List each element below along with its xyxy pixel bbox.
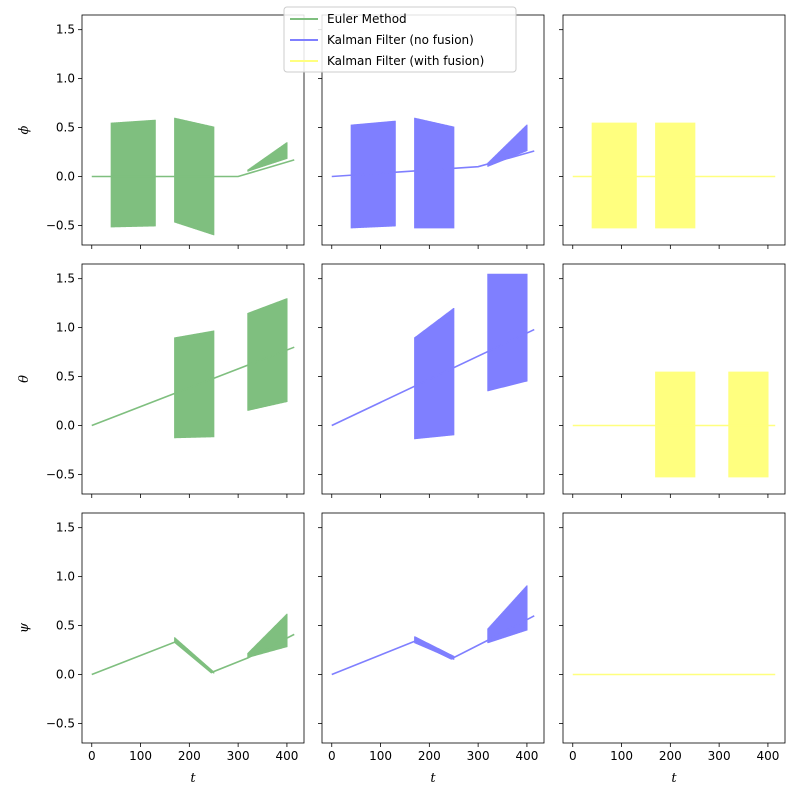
oscillation-band-2 <box>487 585 528 644</box>
oscillation-band-1 <box>174 637 215 674</box>
panel-psi-1: 0 100 200 300 400 −0.5 0.0 0.5 1.0 1.5 t ψ <box>17 512 305 786</box>
y-tick-label: 0.0 <box>56 667 75 681</box>
y-tick-label: 0.0 <box>56 418 75 432</box>
x-tick-label: 200 <box>178 749 201 763</box>
series-line <box>331 615 535 676</box>
series-line <box>91 346 295 427</box>
x-tick-label: 0 <box>328 749 336 763</box>
oscillation-band-2 <box>728 371 769 478</box>
panel-psi-3: 0 100 200 300 400 t <box>559 512 786 786</box>
y-tick-label: 1.0 <box>56 570 75 584</box>
y-tick-label: 0.5 <box>56 619 75 633</box>
axes-frame <box>321 263 545 495</box>
x-tick-label: 400 <box>275 749 298 763</box>
y-axis-label: ϕ <box>17 125 32 134</box>
panel-phi-3 <box>559 14 786 249</box>
oscillation-band-1 <box>414 636 455 660</box>
plot-area <box>91 613 295 676</box>
axes-frame <box>81 512 305 744</box>
oscillation-band-1 <box>174 330 215 439</box>
oscillation-band-1 <box>414 308 455 440</box>
legend: Euler Method Kalman Filter (no fusion) Kal… <box>283 6 517 73</box>
x-axis-label: t <box>190 771 196 786</box>
plot-area <box>331 273 535 440</box>
panel-psi-2: 0 100 200 300 400 t <box>318 512 545 786</box>
x-tick-label: 300 <box>708 749 731 763</box>
legend-entry: Euler Method <box>327 12 407 26</box>
x-tick-label: 100 <box>129 749 152 763</box>
y-tick-label: −0.5 <box>46 467 75 481</box>
panel-theta-2 <box>318 263 545 498</box>
y-tick-label: 0.5 <box>56 370 75 384</box>
axes-frame <box>562 512 786 744</box>
oscillation-band-1 <box>350 120 396 229</box>
panel-theta-3 <box>559 263 786 498</box>
plot-area <box>91 298 295 439</box>
plot-area <box>572 371 776 478</box>
axes-frame <box>562 14 786 246</box>
oscillation-band-2 <box>487 273 528 392</box>
oscillation-band-3 <box>247 142 288 172</box>
axes-frame <box>81 14 305 246</box>
y-tick-label: −0.5 <box>46 716 75 730</box>
series-line <box>91 159 295 178</box>
y-tick-label: −0.5 <box>46 218 75 232</box>
oscillation-band-1 <box>655 371 696 478</box>
x-tick-label: 400 <box>515 749 538 763</box>
legend-box <box>283 6 517 73</box>
oscillation-band-1 <box>591 122 637 229</box>
oscillation-band-1 <box>110 119 156 228</box>
y-tick-label: 1.0 <box>56 321 75 335</box>
series-line <box>91 633 295 676</box>
oscillation-band-2 <box>414 117 455 229</box>
oscillation-band-2 <box>247 298 288 411</box>
y-axis-label: θ <box>17 375 32 383</box>
series-line <box>331 328 535 427</box>
y-tick-label: 1.5 <box>56 23 75 37</box>
x-axis-label: t <box>430 771 436 786</box>
axes-frame <box>81 263 305 495</box>
axes-frame <box>321 512 545 744</box>
x-tick-label: 0 <box>569 749 577 763</box>
panel-theta-1: −0.5 0.0 0.5 1.0 1.5 θ <box>17 263 305 498</box>
series-line <box>331 150 535 178</box>
x-tick-label: 100 <box>369 749 392 763</box>
oscillation-band-2 <box>247 613 288 658</box>
x-tick-label: 300 <box>227 749 250 763</box>
oscillation-band-2 <box>655 122 696 229</box>
x-tick-label: 400 <box>756 749 779 763</box>
y-tick-label: 1.5 <box>56 272 75 286</box>
x-tick-label: 100 <box>610 749 633 763</box>
x-axis-label: t <box>671 771 677 786</box>
y-tick-label: 1.5 <box>56 521 75 535</box>
x-tick-label: 200 <box>659 749 682 763</box>
y-tick-label: 0.5 <box>56 121 75 135</box>
oscillation-band-3 <box>487 124 528 167</box>
panel-phi-2 <box>318 14 545 249</box>
plot-area <box>91 117 295 236</box>
legend-entry: Kalman Filter (with fusion) <box>327 54 484 68</box>
y-tick-label: 1.0 <box>56 72 75 86</box>
axes-frame <box>562 263 786 495</box>
plot-area <box>331 585 535 676</box>
legend-entry: Kalman Filter (no fusion) <box>327 33 474 47</box>
panel-phi-1: −0.5 0.0 0.5 1.0 1.5 ϕ <box>17 14 305 249</box>
plot-area <box>572 122 776 229</box>
plot-area <box>331 117 535 229</box>
y-axis-label: ψ <box>17 622 32 633</box>
x-tick-label: 0 <box>88 749 96 763</box>
x-tick-label: 200 <box>418 749 441 763</box>
y-tick-label: 0.0 <box>56 169 75 183</box>
x-tick-label: 300 <box>467 749 490 763</box>
